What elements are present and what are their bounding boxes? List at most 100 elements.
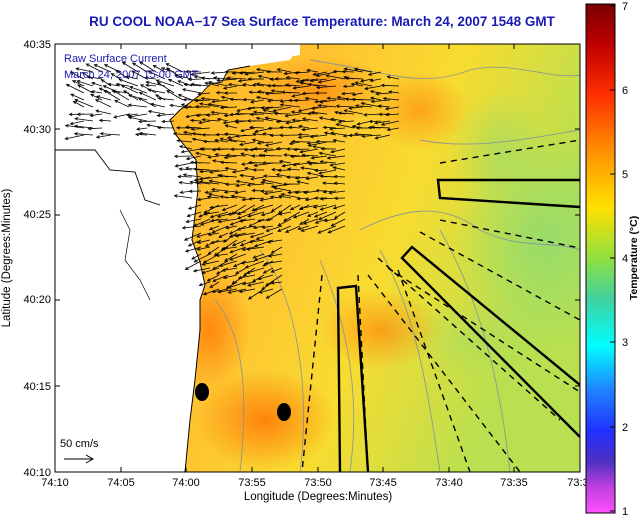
current-vector	[299, 218, 310, 225]
current-vector	[82, 72, 94, 80]
current-vector	[302, 118, 319, 122]
current-vector	[342, 71, 355, 73]
current-vector	[157, 82, 175, 94]
current-vector	[232, 274, 247, 284]
current-vector	[90, 113, 103, 117]
station-marker	[195, 383, 209, 401]
current-vector	[223, 85, 238, 89]
current-vector	[311, 155, 328, 159]
current-vector	[211, 189, 229, 192]
scale-arrow-icon	[64, 454, 95, 464]
current-vector	[371, 99, 391, 102]
current-vector	[264, 190, 283, 195]
current-vector	[229, 253, 247, 261]
y-tick-label: 40:35	[23, 39, 51, 51]
current-vector	[202, 119, 220, 122]
current-vector	[301, 167, 319, 171]
current-vector	[290, 204, 301, 211]
current-vector	[222, 267, 238, 271]
current-vector	[262, 225, 274, 229]
current-vector	[204, 211, 220, 215]
current-vector	[348, 106, 364, 109]
current-vector	[193, 168, 211, 171]
current-vector	[263, 267, 274, 274]
current-vector	[72, 80, 85, 87]
current-vector	[261, 211, 274, 216]
current-vector	[228, 84, 247, 87]
current-vector	[253, 253, 265, 259]
current-vector	[287, 168, 301, 171]
current-vector	[302, 127, 319, 131]
current-vector	[354, 133, 373, 136]
current-vector	[182, 225, 202, 229]
current-vector	[278, 204, 292, 214]
current-vector	[268, 99, 283, 102]
current-vector	[249, 126, 265, 129]
current-vector	[210, 204, 229, 209]
current-vector	[74, 133, 94, 136]
current-vector	[111, 73, 121, 80]
current-vector	[333, 204, 346, 209]
current-vector	[258, 75, 274, 80]
current-vector	[283, 211, 301, 222]
current-vector	[237, 225, 256, 230]
current-vector	[338, 120, 355, 123]
current-vector	[70, 93, 85, 101]
current-vector	[370, 78, 382, 82]
current-vector	[139, 132, 157, 136]
current-vector	[303, 190, 319, 194]
scale-arrow-label: 50 cm/s	[60, 438, 99, 450]
current-vector	[341, 92, 355, 95]
current-vector	[196, 232, 211, 238]
current-vector	[203, 204, 220, 214]
current-vector	[242, 84, 256, 87]
current-vector	[243, 267, 256, 276]
current-vector	[183, 174, 202, 178]
current-vector	[327, 155, 346, 159]
current-vector	[207, 196, 220, 199]
current-vector	[175, 162, 193, 167]
current-vector	[313, 71, 328, 76]
current-vector	[237, 211, 256, 219]
current-vector	[293, 85, 310, 89]
current-vector	[344, 68, 364, 73]
current-vector	[265, 106, 283, 109]
current-vector	[253, 204, 274, 211]
current-vector	[249, 91, 265, 94]
current-vector	[210, 218, 229, 222]
current-vector	[236, 183, 247, 187]
current-vector	[278, 195, 292, 199]
current-vector	[138, 120, 157, 122]
current-vector	[213, 77, 229, 80]
current-vector	[295, 176, 310, 179]
current-vector	[215, 154, 229, 157]
current-vector	[362, 134, 382, 137]
current-vector	[273, 187, 292, 192]
current-vector	[248, 281, 265, 286]
current-vector	[318, 169, 337, 174]
current-vector	[322, 182, 337, 185]
current-vector	[293, 148, 310, 151]
current-vector	[221, 239, 238, 251]
current-vector	[284, 71, 301, 75]
current-vector	[208, 155, 220, 158]
current-vector	[232, 169, 247, 173]
current-vector	[245, 71, 265, 75]
colorbar-tick: 7	[622, 1, 628, 13]
current-vector	[188, 204, 202, 210]
current-vector	[190, 119, 202, 122]
current-vector	[144, 77, 157, 80]
current-vector	[300, 78, 319, 82]
current-vector	[370, 90, 382, 94]
y-tick-label: 40:10	[23, 467, 51, 479]
current-vector	[252, 139, 265, 143]
current-vector	[235, 232, 256, 237]
current-vector	[225, 167, 238, 171]
current-vector	[147, 70, 166, 80]
current-vector	[74, 99, 94, 108]
current-vector	[323, 190, 337, 193]
current-vector	[193, 267, 211, 272]
current-vector	[182, 88, 202, 94]
current-vector	[220, 106, 238, 109]
current-vector	[242, 281, 256, 285]
